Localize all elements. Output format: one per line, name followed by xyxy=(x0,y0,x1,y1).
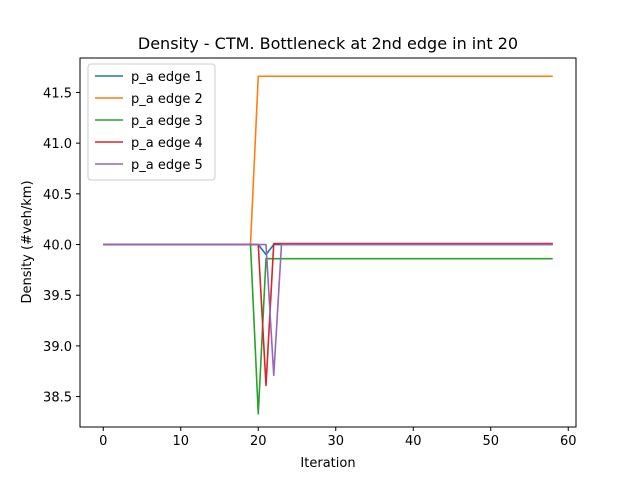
x-tick-label: 10 xyxy=(172,434,189,449)
y-axis-label: Density (#veh/km) xyxy=(20,180,35,303)
x-tick-label: 60 xyxy=(560,434,577,449)
legend-label: p_a edge 4 xyxy=(131,136,203,151)
plot-lines xyxy=(103,75,553,415)
y-tick-label: 41.0 xyxy=(43,137,72,152)
legend-label: p_a edge 5 xyxy=(131,158,203,173)
x-tick-label: 0 xyxy=(99,434,107,449)
x-tick-label: 20 xyxy=(250,434,267,449)
x-tick-label: 50 xyxy=(482,434,499,449)
y-tick-label: 40.5 xyxy=(43,188,72,203)
plot-frame xyxy=(79,57,577,428)
y-tick-label: 39.0 xyxy=(43,340,72,355)
y-tick-label: 38.5 xyxy=(43,391,72,406)
legend-box xyxy=(87,63,216,181)
y-tick-label: 40.0 xyxy=(43,239,72,254)
x-tick-label: 40 xyxy=(405,434,422,449)
y-axis-ticks: 38.5 39.0 39.5 40.0 40.5 41.0 41.5 xyxy=(43,86,80,406)
legend-label: p_a edge 2 xyxy=(131,92,203,107)
chart-title: Density - CTM. Bottleneck at 2nd edge in… xyxy=(138,34,518,53)
x-tick-label: 30 xyxy=(327,434,344,449)
x-axis-label: Iteration xyxy=(300,456,355,471)
y-tick-label: 39.5 xyxy=(43,289,72,304)
legend: p_a edge 1 p_a edge 2 p_a edge 3 p_a edge 4… xyxy=(87,63,216,181)
legend-label: p_a edge 3 xyxy=(131,114,203,129)
y-tick-label: 41.5 xyxy=(43,86,72,101)
legend-label: p_a edge 1 xyxy=(131,70,203,85)
series-line-edge-5 xyxy=(103,243,553,377)
x-axis-ticks: 0 10 20 30 40 50 60 xyxy=(99,427,577,449)
